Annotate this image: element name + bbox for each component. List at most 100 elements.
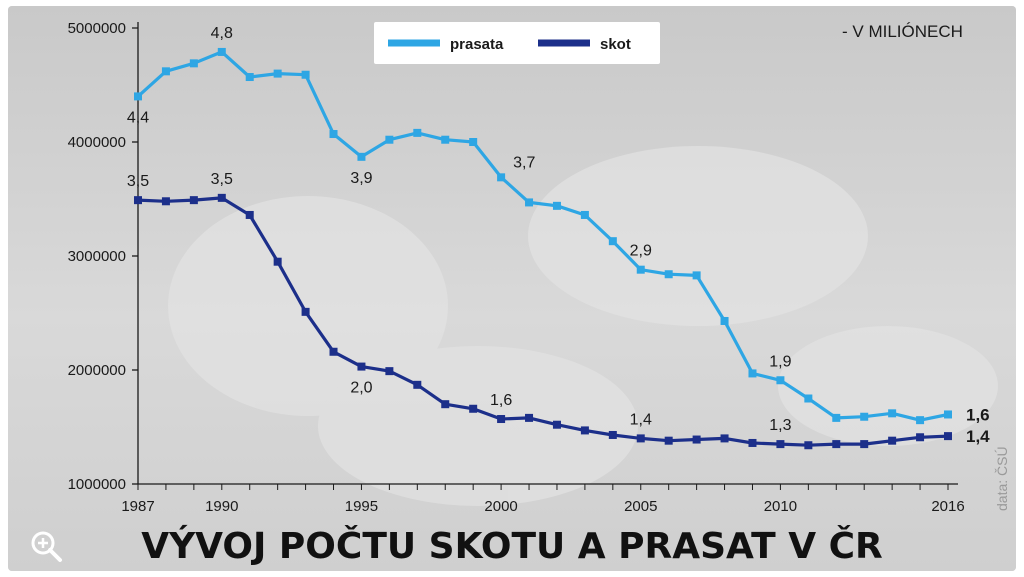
data-label-prasata: 2,9 bbox=[630, 243, 652, 260]
data-point-prasata bbox=[245, 73, 254, 82]
data-label-skot: 2,0 bbox=[350, 380, 372, 397]
data-label-prasata: 1,9 bbox=[769, 353, 791, 370]
series-line-skot bbox=[137, 196, 949, 447]
x-tick-label: 2016 bbox=[931, 498, 964, 515]
unit-note: - V MILIÓNECH bbox=[842, 22, 963, 41]
zoom-in-icon[interactable] bbox=[28, 528, 64, 564]
data-point-skot bbox=[413, 380, 422, 389]
data-point-skot bbox=[636, 434, 645, 443]
data-point-skot bbox=[273, 257, 282, 266]
data-point-skot bbox=[497, 415, 506, 424]
data-point-prasata bbox=[469, 138, 478, 146]
data-label-prasata: 3,7 bbox=[513, 154, 535, 171]
data-point-skot bbox=[161, 197, 170, 206]
x-tick-label: 2000 bbox=[484, 498, 517, 515]
data-point-skot bbox=[385, 367, 394, 376]
data-point-skot bbox=[245, 210, 254, 219]
background-silhouettes bbox=[168, 146, 998, 506]
data-point-skot bbox=[776, 440, 785, 449]
data-point-prasata bbox=[552, 201, 561, 210]
data-point-prasata bbox=[776, 376, 785, 385]
data-point-prasata bbox=[832, 413, 841, 422]
data-label-prasata: 4,4 bbox=[127, 109, 149, 126]
data-point-skot bbox=[357, 362, 366, 371]
data-point-prasata bbox=[134, 92, 142, 101]
data-point-skot bbox=[916, 433, 925, 442]
y-tick-label: 2000000 bbox=[68, 362, 126, 379]
data-point-skot bbox=[580, 426, 589, 435]
data-point-skot bbox=[189, 196, 198, 205]
data-point-skot bbox=[944, 432, 952, 441]
data-point-skot bbox=[692, 435, 701, 444]
data-point-skot bbox=[748, 438, 757, 447]
data-label-skot: 1,3 bbox=[769, 417, 791, 434]
data-point-skot bbox=[134, 196, 142, 205]
data-point-prasata bbox=[580, 210, 589, 219]
data-point-skot bbox=[608, 430, 617, 439]
data-label-prasata: 3,9 bbox=[350, 170, 372, 187]
data-point-prasata bbox=[608, 237, 617, 246]
data-label-skot: 3,5 bbox=[211, 171, 233, 188]
data-point-prasata bbox=[357, 152, 366, 161]
y-tick-label: 1000000 bbox=[68, 476, 126, 493]
data-point-skot bbox=[552, 420, 561, 429]
data-point-skot bbox=[888, 436, 897, 445]
source-note: data: ČSÚ bbox=[994, 446, 1010, 511]
data-point-prasata bbox=[916, 416, 925, 425]
data-point-prasata bbox=[888, 409, 897, 418]
data-point-prasata bbox=[329, 130, 338, 139]
chart-data-labels: 4,4 4,8 3,9 3,7 2,9 1,9 1,6 3,5 3,5 2,0 1,6 1,4 1,3 1… bbox=[127, 25, 990, 446]
data-point-prasata bbox=[161, 67, 170, 76]
y-tick-label: 3000000 bbox=[68, 248, 126, 265]
data-point-skot bbox=[441, 400, 450, 409]
data-point-prasata bbox=[413, 128, 422, 137]
data-point-skot bbox=[804, 441, 813, 450]
data-label-skot: 1,6 bbox=[490, 392, 512, 409]
data-point-prasata bbox=[189, 59, 198, 68]
data-point-prasata bbox=[217, 47, 226, 56]
data-point-skot bbox=[525, 413, 534, 422]
chart-frame: 1000000 2000000 3000000 4000000 5000000 1987 1… bbox=[8, 6, 1016, 571]
legend: prasata skot bbox=[374, 22, 660, 64]
x-tick-label: 2005 bbox=[624, 498, 657, 515]
data-point-prasata bbox=[636, 265, 645, 274]
chart-series bbox=[134, 47, 952, 450]
y-tick-label: 5000000 bbox=[68, 20, 126, 37]
data-point-prasata bbox=[720, 316, 729, 325]
x-tick-label: 1995 bbox=[345, 498, 378, 515]
chart-axes: 1000000 2000000 3000000 4000000 5000000 1987 1… bbox=[68, 20, 965, 515]
chart-title: VÝVOJ POČTU SKOTU A PRASAT V ČR bbox=[141, 524, 883, 567]
data-point-prasata bbox=[860, 412, 869, 421]
series-line-prasata bbox=[136, 50, 949, 422]
data-point-skot bbox=[301, 307, 310, 316]
data-point-skot bbox=[469, 404, 478, 413]
data-point-skot bbox=[664, 436, 673, 445]
data-label-skot: 1,4 bbox=[966, 427, 990, 446]
data-point-skot bbox=[329, 347, 338, 356]
legend-label-skot: skot bbox=[600, 36, 631, 53]
data-point-prasata bbox=[385, 135, 394, 144]
legend-box bbox=[374, 22, 660, 64]
legend-label-prasata: prasata bbox=[450, 36, 504, 53]
data-point-prasata bbox=[944, 410, 952, 419]
data-point-skot bbox=[832, 440, 841, 449]
data-point-prasata bbox=[692, 271, 701, 280]
data-label-prasata: 4,8 bbox=[211, 25, 233, 42]
data-point-skot bbox=[217, 193, 226, 202]
data-point-skot bbox=[720, 434, 729, 443]
data-point-prasata bbox=[525, 198, 534, 207]
data-point-skot bbox=[860, 440, 869, 449]
data-point-prasata bbox=[804, 394, 813, 403]
data-point-prasata bbox=[301, 70, 310, 79]
x-tick-label: 2010 bbox=[764, 498, 797, 515]
data-point-prasata bbox=[273, 69, 282, 78]
y-tick-label: 4000000 bbox=[68, 134, 126, 151]
data-label-skot: 3,5 bbox=[127, 173, 149, 190]
data-point-prasata bbox=[497, 173, 506, 182]
x-tick-label: 1987 bbox=[121, 498, 154, 515]
data-label-prasata: 1,6 bbox=[966, 405, 990, 424]
data-point-prasata bbox=[748, 369, 757, 378]
data-point-prasata bbox=[664, 270, 673, 279]
data-point-prasata bbox=[441, 135, 450, 144]
line-chart: 1000000 2000000 3000000 4000000 5000000 1987 1… bbox=[8, 6, 1016, 571]
